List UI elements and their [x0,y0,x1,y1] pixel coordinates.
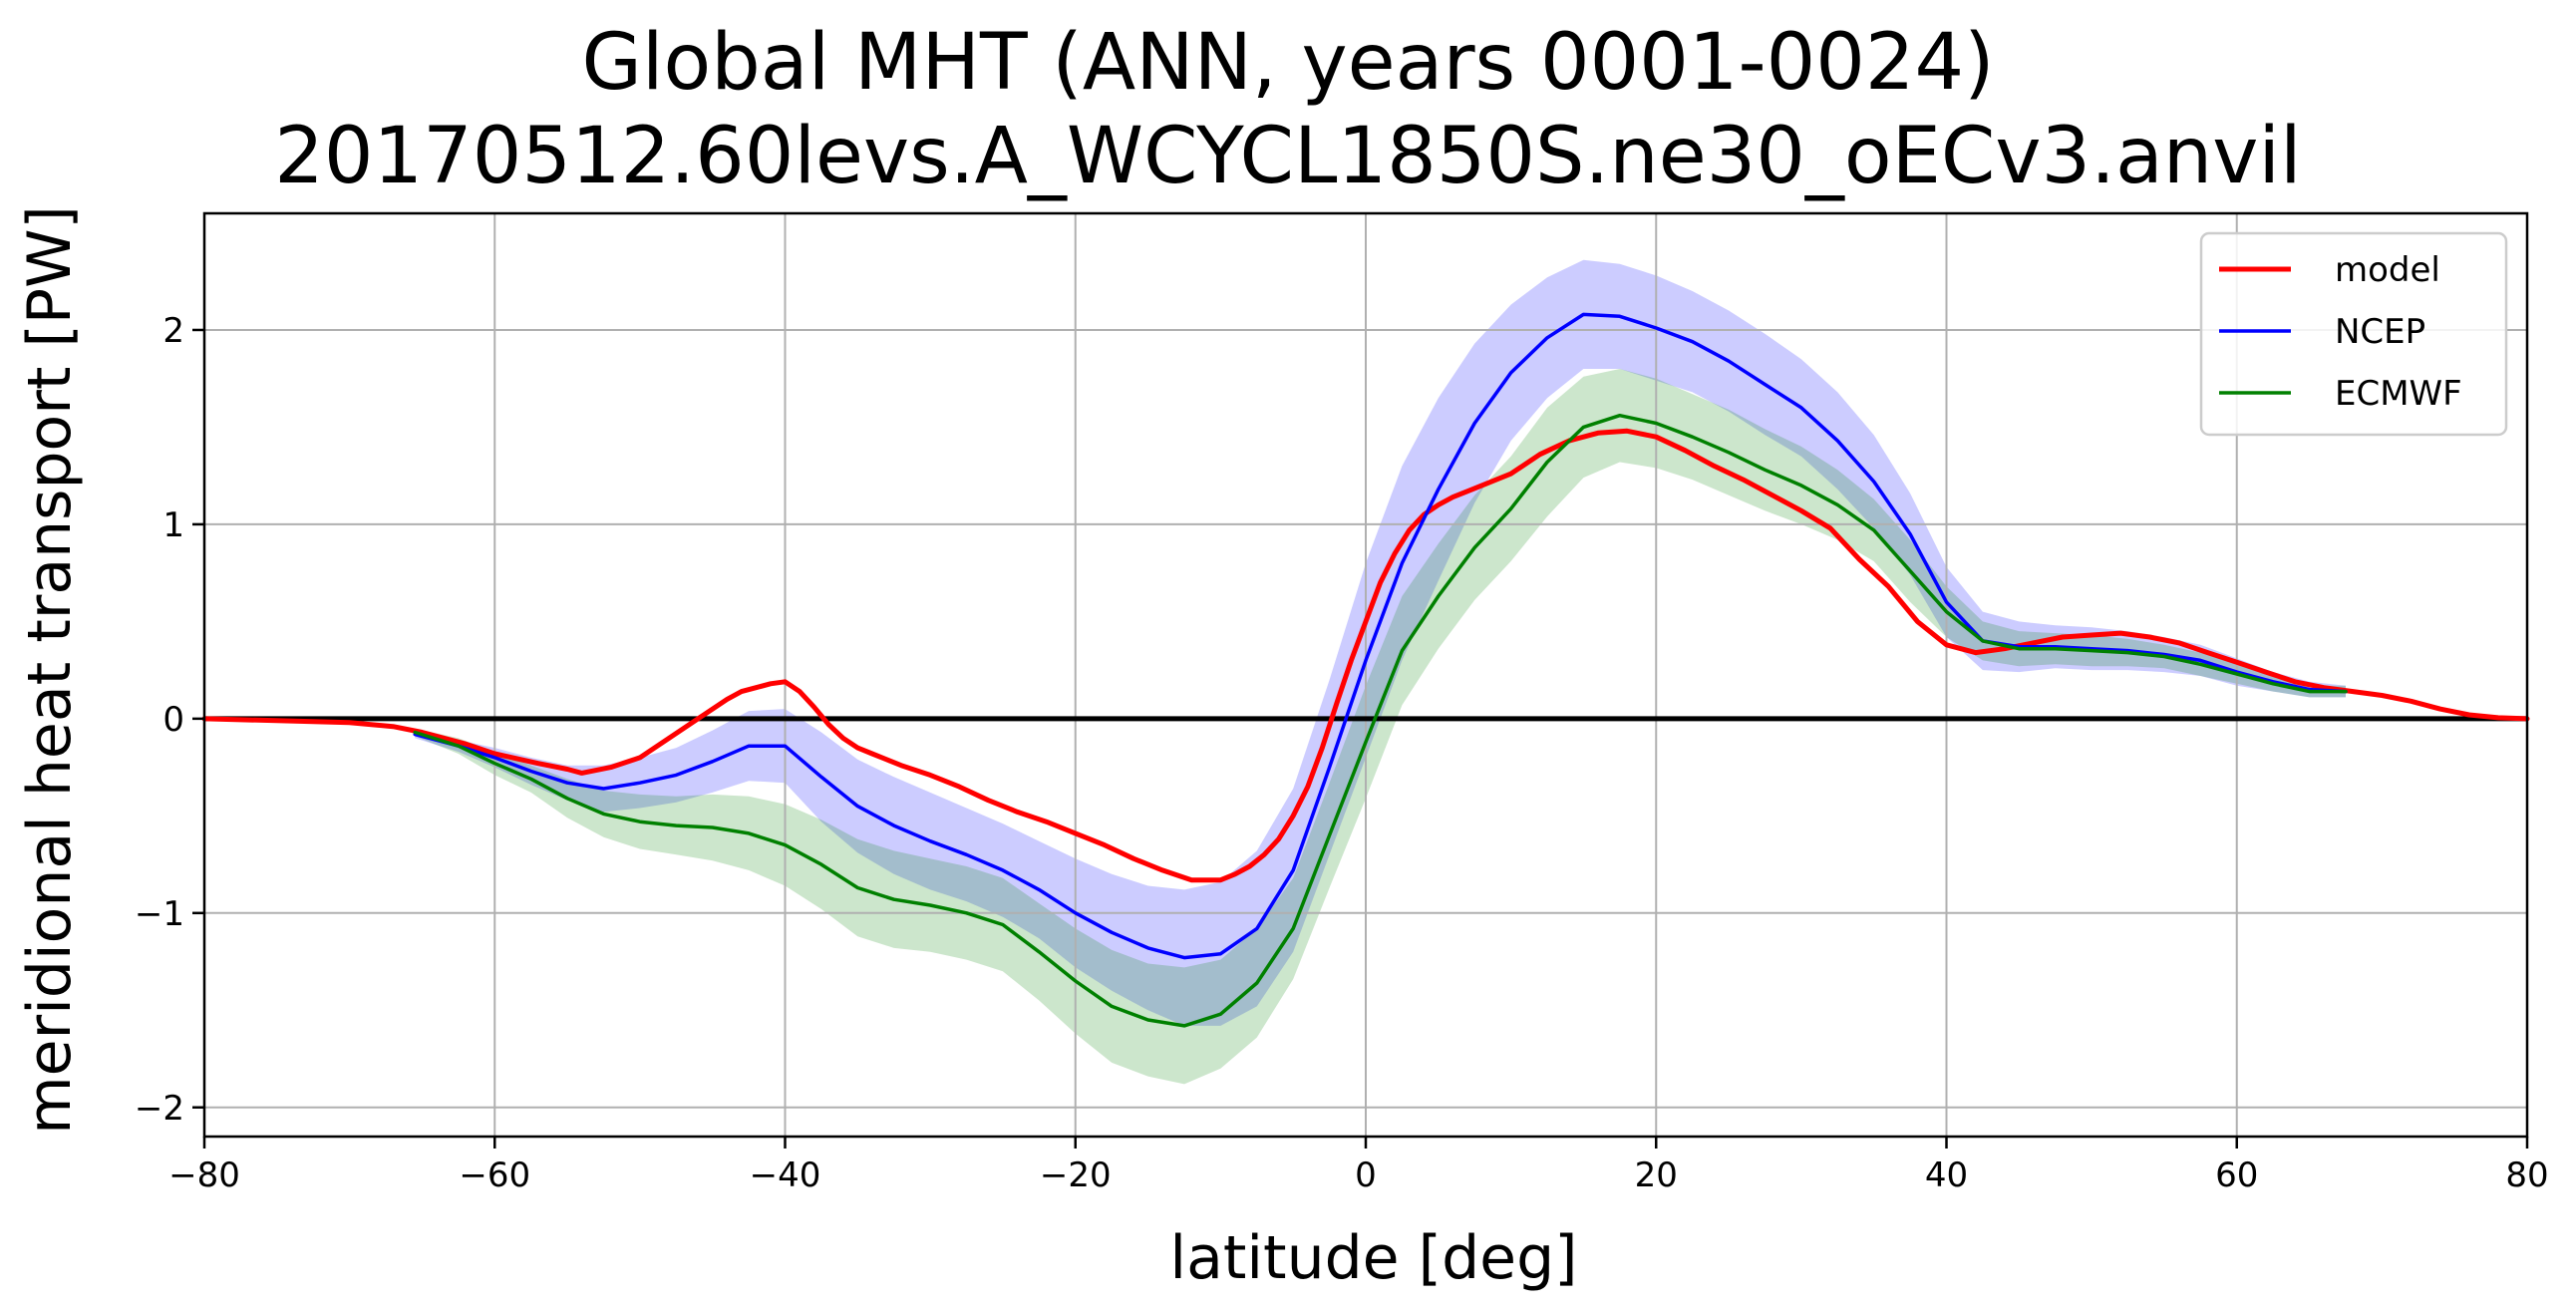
y-tick-label: 0 [162,700,184,740]
x-tick-label: 80 [2505,1155,2548,1195]
x-tick-label: 60 [2215,1155,2258,1195]
y-tick-label: −1 [135,894,184,934]
x-tick-label: −80 [168,1155,240,1195]
chart-subtitle: 20170512.60levs.A_WCYCL1850S.ne30_oECv3.… [274,112,2302,201]
x-tick-label: 40 [1925,1155,1968,1195]
chart-title: Global MHT (ANN, years 0001-0024) [581,18,1995,108]
grid-lines [203,213,2528,1137]
x-axis-label: latitude [deg] [1169,1223,1577,1293]
y-tick-label: 2 [162,311,184,351]
y-axis-label: meridional heat transport [PW] [15,205,85,1135]
series-line-ncep [413,312,2348,960]
axis-ticks: −80 −60 −40 −20 0 20 40 60 80 −2 −1 0 1 2 [135,311,2549,1195]
x-tick-label: −40 [750,1155,821,1195]
x-tick-label: 20 [1635,1155,1678,1195]
uncertainty-bands [415,259,2347,1085]
series-lines [201,312,2530,1028]
y-tick-label: −2 [135,1089,184,1129]
legend-label-ncep: NCEP [2335,312,2425,352]
legend-box [2199,231,2508,437]
series-line-model [201,428,2530,883]
x-tick-label: 0 [1355,1155,1377,1195]
band-ecmwf [415,369,2347,1085]
band-ncep [415,259,2347,1026]
x-tick-label: −20 [1040,1155,1112,1195]
y-tick-label: 1 [162,505,184,545]
legend-label-ecmwf: ECMWF [2335,374,2462,414]
legend-label-model: model [2335,250,2440,290]
series-line-ecmwf [413,413,2348,1028]
legend: model NCEP ECMWF [2199,231,2508,437]
x-tick-label: −60 [459,1155,530,1195]
